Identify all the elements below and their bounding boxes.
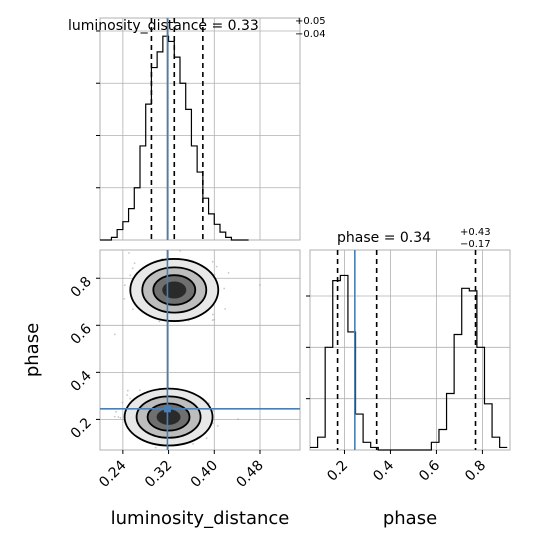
y-ticks (306, 295, 310, 400)
phase-title-lower: −0.17 (460, 239, 491, 250)
scatter-point (158, 320, 161, 323)
y-ticks (96, 30, 100, 189)
scatter-point (123, 284, 126, 287)
x-axis-label-luminosity-distance: luminosity_distance (111, 508, 290, 529)
scatter-point (129, 274, 132, 277)
panel-frame (99, 17, 301, 241)
y-tick-label: 0.4 (68, 368, 95, 395)
truth-marker (163, 405, 171, 413)
scatter-point (237, 418, 239, 420)
phase-title-upper: +0.43 (460, 227, 491, 238)
contour-lines (123, 258, 220, 447)
y-tick-label: 0.2 (68, 415, 95, 442)
panel-frame (99, 249, 301, 451)
scatter-point (133, 262, 136, 264)
x-tick-label: 0.32 (142, 458, 175, 491)
luminosity-distance-histogram-line (100, 35, 249, 241)
phase-histogram-line (310, 274, 508, 451)
scatter-point (129, 397, 132, 400)
contour-line (152, 274, 197, 306)
x-tick-label: 0.6 (416, 457, 443, 484)
scatter-point (223, 287, 226, 290)
scatter-point (211, 319, 214, 321)
density-level (162, 281, 187, 299)
scatter-point (126, 389, 129, 392)
luminosity-distance-title-lower: −0.04 (295, 29, 326, 40)
phase-title: phase = 0.34 (337, 230, 431, 246)
scatter-point (113, 415, 116, 418)
y-axis-label-phase: phase (22, 323, 43, 377)
scatter-point (132, 308, 134, 311)
x-tick-label: 0.8 (462, 458, 489, 485)
luminosity-distance-histogram-panel: luminosity_distance = 0.33 +0.05 −0.04 (68, 16, 326, 241)
luminosity-distance-title: luminosity_distance = 0.33 (68, 18, 259, 34)
scatter-point (213, 318, 216, 321)
quantile-lines (336, 250, 477, 450)
contour-line (135, 395, 202, 439)
scatter-point (121, 401, 124, 404)
scatter-point (131, 267, 134, 270)
scatter-point (113, 333, 116, 336)
x-axis-label-phase: phase (383, 508, 437, 529)
x-tick-label: 0.48 (233, 458, 266, 491)
x-tick-label: 0.40 (188, 458, 221, 491)
density-level (156, 409, 181, 425)
scatter-point (119, 416, 122, 419)
scatter-point (224, 308, 227, 310)
contour-line (141, 266, 208, 314)
scatter-point (211, 260, 214, 263)
scatter-point (212, 409, 215, 412)
scatter-point (192, 443, 194, 445)
scatter-point (227, 272, 230, 274)
scatter-point (211, 313, 214, 316)
scatter-point (127, 252, 130, 254)
contour-line (129, 258, 220, 322)
phase-histogram-panel: phase = 0.34 +0.43 −0.17 (306, 227, 511, 451)
scatter-point (126, 394, 129, 396)
contour-line (146, 402, 191, 432)
joint-density-panel: 0.24 0.32 0.40 0.48 0.2 0.4 0.6 0.8 (68, 249, 301, 491)
scatter-point (259, 284, 261, 286)
scatter-point (154, 446, 157, 449)
scatter-point (123, 298, 126, 300)
y-tick-labels: 0.2 0.4 0.6 0.8 (68, 274, 100, 442)
x-tick-label: 0.2 (324, 458, 351, 485)
density-fill (124, 258, 219, 446)
phase-x-tick-labels: 0.2 0.4 0.6 0.8 (324, 450, 489, 485)
scatter-point (205, 437, 208, 440)
luminosity-distance-title-upper: +0.05 (295, 16, 326, 27)
x-tick-label: 0.24 (96, 457, 129, 490)
grid (100, 18, 300, 240)
x-tick-labels: 0.24 0.32 0.40 0.48 (96, 450, 267, 491)
x-tick-label: 0.4 (370, 457, 397, 484)
y-tick-label: 0.6 (68, 321, 95, 348)
y-tick-label: 0.8 (68, 274, 95, 301)
scatter-point (216, 425, 219, 427)
scatter-point (117, 416, 120, 418)
contour-line (123, 387, 214, 447)
scatter-point (215, 265, 218, 268)
scatter-point (138, 389, 141, 392)
quantile-lines (150, 18, 204, 240)
scatter-point (179, 250, 182, 252)
scatter-point (115, 410, 117, 413)
